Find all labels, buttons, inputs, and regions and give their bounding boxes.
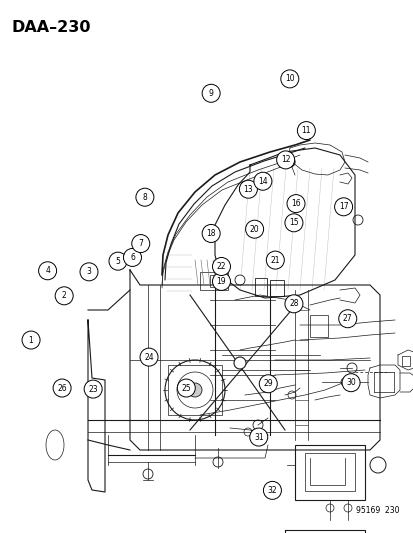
Circle shape [325,504,333,512]
Circle shape [369,457,385,473]
Text: 29: 29 [263,379,273,388]
Text: 25: 25 [181,384,191,392]
Circle shape [284,157,294,167]
Text: 9: 9 [208,89,213,98]
Circle shape [343,504,351,512]
Circle shape [202,84,220,102]
Text: 18: 18 [206,229,215,238]
Circle shape [352,215,362,225]
Circle shape [212,457,223,467]
Text: 4: 4 [45,266,50,275]
Circle shape [38,262,57,280]
Text: 32: 32 [267,486,277,495]
Text: 13: 13 [243,185,253,193]
Bar [199,272,228,290]
Circle shape [22,331,40,349]
Circle shape [80,263,98,281]
Text: 15: 15 [288,219,298,227]
Circle shape [297,122,315,140]
Circle shape [212,257,230,276]
Circle shape [202,224,220,243]
Bar [284,530,364,533]
Text: 2: 2 [62,292,66,300]
Circle shape [266,251,284,269]
Circle shape [177,379,195,397]
Text: 6: 6 [130,253,135,262]
Circle shape [109,252,127,270]
Circle shape [135,188,154,206]
Circle shape [253,172,271,190]
Text: 24: 24 [144,353,154,361]
Text: 11: 11 [301,126,310,135]
Circle shape [252,420,262,430]
Circle shape [249,428,267,446]
Text: 23: 23 [88,385,98,393]
Text: 8: 8 [142,193,147,201]
Circle shape [334,198,352,216]
Text: 5: 5 [115,257,120,265]
Circle shape [287,391,295,399]
Circle shape [245,220,263,238]
Circle shape [280,70,298,88]
Circle shape [235,275,244,285]
Text: 28: 28 [289,300,298,308]
Circle shape [340,378,348,386]
Circle shape [243,428,252,436]
Text: 16: 16 [290,199,300,208]
Circle shape [131,235,150,253]
Circle shape [259,375,277,393]
Text: 22: 22 [216,262,225,271]
Circle shape [142,469,153,479]
Text: 26: 26 [57,384,67,392]
Circle shape [341,374,359,392]
Bar [254,278,266,296]
Text: 10: 10 [284,75,294,83]
Text: 27: 27 [342,314,352,323]
Circle shape [284,214,302,232]
Text: 95169  230: 95169 230 [356,506,399,515]
Circle shape [346,363,356,373]
Bar [209,275,221,287]
Bar [168,365,221,415]
Circle shape [188,383,202,397]
Circle shape [233,357,245,369]
Bar [269,280,283,296]
Text: 3: 3 [86,268,91,276]
Text: 7: 7 [138,239,143,248]
Text: 20: 20 [249,225,259,233]
Text: 21: 21 [270,256,279,264]
Text: 30: 30 [345,378,355,387]
Bar [294,445,364,500]
Text: 17: 17 [338,203,348,211]
Circle shape [212,272,230,290]
Text: 19: 19 [216,277,226,286]
Text: 12: 12 [280,156,290,164]
Circle shape [140,348,158,366]
Bar [304,453,354,491]
Circle shape [276,151,294,169]
Text: 1: 1 [28,336,33,344]
Circle shape [284,295,302,313]
Circle shape [286,195,304,213]
Circle shape [53,379,71,397]
Text: 31: 31 [253,433,263,441]
Circle shape [263,481,281,499]
Bar [401,356,409,366]
Text: DAA–230: DAA–230 [12,20,91,35]
Circle shape [338,310,356,328]
Text: 14: 14 [257,177,267,185]
Circle shape [84,380,102,398]
Circle shape [55,287,73,305]
Bar [309,315,327,337]
Circle shape [123,248,141,266]
Circle shape [239,180,257,198]
